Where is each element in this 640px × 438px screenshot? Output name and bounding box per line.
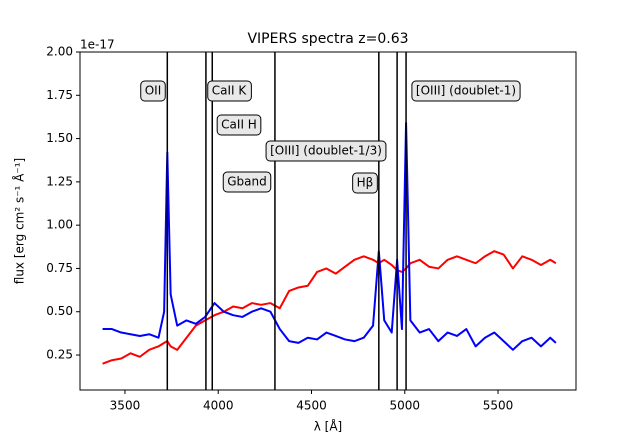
annotation-label: OII bbox=[145, 84, 162, 98]
x-tick-label: 4000 bbox=[203, 399, 234, 413]
annotation-label: [OIII] (doublet-1) bbox=[416, 84, 516, 98]
x-tick-label: 5500 bbox=[483, 399, 514, 413]
y-tick-label: 0.50 bbox=[46, 304, 73, 318]
x-tick-label: 4500 bbox=[296, 399, 327, 413]
annotation-box bbox=[140, 80, 166, 102]
y-axis-label: flux [erg cm² s⁻¹ Å⁻¹] bbox=[12, 158, 27, 284]
y-tick-label: 2.00 bbox=[46, 45, 73, 59]
annotation-label: CaII K bbox=[212, 84, 248, 98]
annotation-box bbox=[265, 140, 387, 162]
annotation-box bbox=[207, 80, 252, 102]
y-tick-label: 1.25 bbox=[46, 174, 73, 188]
chart-title: VIPERS spectra z=0.63 bbox=[247, 31, 408, 47]
spectrum-line bbox=[102, 250, 557, 365]
x-tick-label: 5000 bbox=[389, 399, 420, 413]
x-axis-label: λ [Å] bbox=[314, 419, 343, 434]
y-tick-label: 0.25 bbox=[46, 348, 73, 362]
y-tick-label: 1.75 bbox=[46, 88, 73, 102]
annotation-label: Hβ bbox=[357, 176, 374, 190]
annotation-box bbox=[411, 80, 521, 102]
y-offset-label: 1e-17 bbox=[80, 38, 115, 52]
y-tick-label: 1.50 bbox=[46, 131, 73, 145]
annotation-box bbox=[352, 172, 378, 194]
y-tick-label: 0.75 bbox=[46, 261, 73, 275]
y-tick-label: 1.00 bbox=[46, 218, 73, 232]
annotation-box bbox=[222, 171, 272, 193]
spectrum-line bbox=[102, 121, 557, 351]
plot-frame bbox=[79, 51, 577, 391]
annotation-label: CaII H bbox=[221, 118, 257, 132]
x-tick-label: 3500 bbox=[110, 399, 141, 413]
annotation-box bbox=[216, 114, 262, 136]
annotation-label: Gband bbox=[227, 175, 267, 189]
annotation-label: [OIII] (doublet-1/3) bbox=[270, 144, 382, 158]
